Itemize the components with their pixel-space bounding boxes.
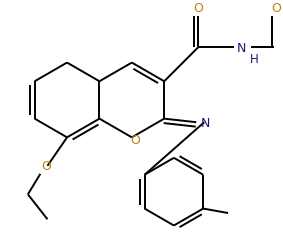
Text: O: O bbox=[193, 2, 203, 15]
Text: H: H bbox=[250, 53, 258, 66]
Text: O: O bbox=[42, 160, 52, 173]
Text: N: N bbox=[201, 116, 210, 129]
Text: O: O bbox=[130, 133, 140, 146]
Text: O: O bbox=[271, 2, 281, 15]
Text: N: N bbox=[237, 42, 246, 55]
